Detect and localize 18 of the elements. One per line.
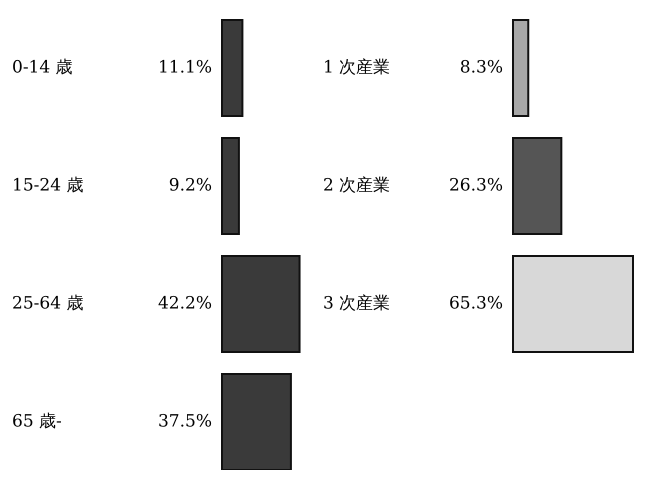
y-tick-label: 1 次産業	[323, 57, 390, 78]
bar	[221, 19, 244, 117]
data-label: 42.2%	[158, 293, 212, 314]
y-tick-label: 2 次産業	[323, 175, 390, 196]
y-tick-label: 15-24 歳	[12, 175, 84, 196]
y-tick-label: 3 次産業	[323, 293, 390, 314]
y-tick-label: 25-64 歳	[12, 293, 84, 314]
y-tick-label: 0-14 歳	[12, 57, 73, 78]
y-tick-label: 65 歳-	[12, 411, 62, 432]
data-label: 11.1%	[158, 57, 212, 78]
bar	[221, 373, 292, 470]
bar	[221, 137, 240, 235]
data-label: 65.3%	[448, 293, 503, 314]
data-label: 37.5%	[158, 411, 212, 432]
bar	[221, 255, 301, 353]
data-label: 26.3%	[448, 175, 503, 196]
data-label: 9.2%	[168, 175, 212, 196]
data-label: 8.3%	[460, 57, 503, 78]
